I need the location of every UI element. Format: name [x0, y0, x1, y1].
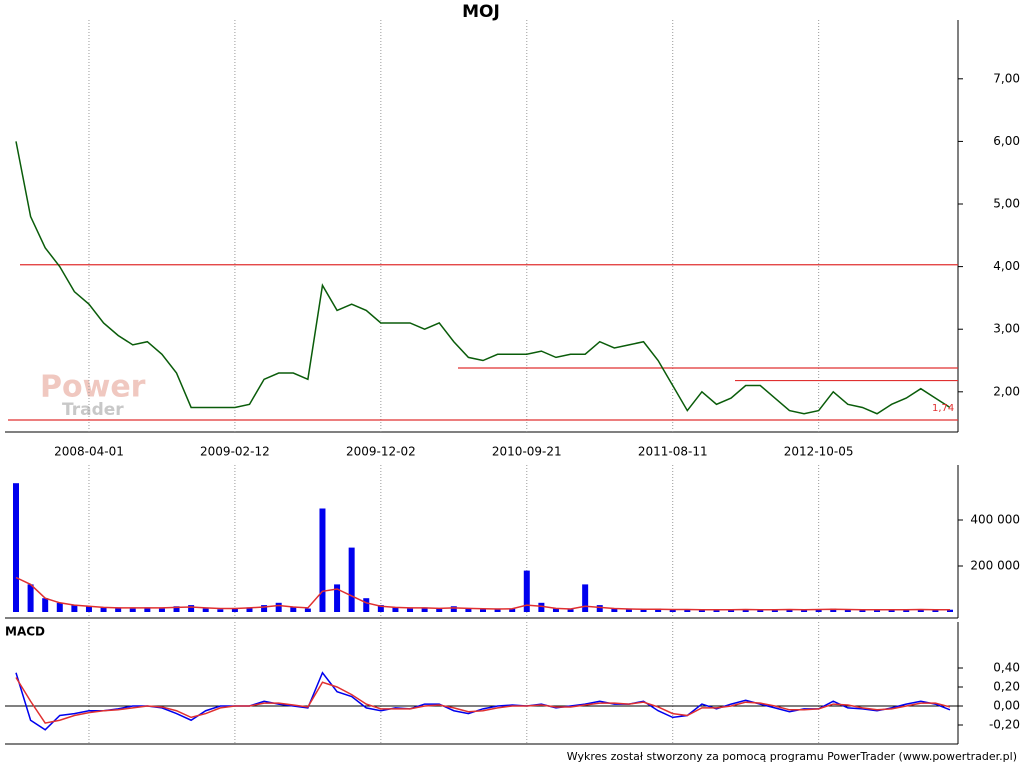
volume-bar: [888, 609, 895, 612]
volume-bar: [684, 609, 691, 612]
volume-bar: [903, 609, 910, 612]
x-tick-label: 2011-08-11: [638, 445, 708, 459]
volume-bar: [669, 609, 676, 612]
volume-bar: [655, 608, 662, 612]
y-tick-label: 3,00: [993, 322, 1020, 336]
volume-bar: [13, 483, 19, 612]
volume-bar: [932, 609, 939, 612]
series-line: [15, 141, 951, 415]
x-tick-label: 2012-10-05: [784, 445, 854, 459]
y-tick-label: 2,00: [993, 384, 1020, 398]
volume-bar: [42, 598, 49, 612]
volume-bar: [246, 607, 253, 612]
volume-bar: [538, 602, 545, 612]
volume-bar: [407, 608, 414, 612]
y-tick-label: 0,00: [993, 698, 1020, 712]
y-tick-label: 0,40: [993, 660, 1020, 674]
volume-bar: [757, 609, 764, 612]
logo-trader: Trader: [62, 400, 124, 420]
volume-bar: [377, 605, 384, 612]
volume-bar: [144, 607, 151, 612]
x-tick-label: 2009-02-12: [200, 445, 270, 459]
volume-bar: [85, 606, 92, 612]
volume-bar: [465, 608, 472, 612]
volume-bar: [509, 608, 516, 612]
volume-bar: [129, 608, 136, 612]
series-line: [15, 576, 950, 611]
volume-bar: [552, 608, 559, 612]
y-tick-label: 200 000: [970, 558, 1020, 572]
y-tick-label: 400 000: [970, 512, 1020, 526]
volume-bar: [625, 609, 632, 612]
series-line: [15, 677, 951, 724]
series-line: [15, 671, 951, 731]
footer: Wykres został stworzony za pomocą progra…: [567, 750, 1017, 763]
volume-bar: [523, 570, 530, 612]
volume-bar: [334, 584, 341, 612]
volume-bar: [217, 609, 224, 612]
y-tick-label: 4,00: [993, 259, 1020, 273]
volume-bar: [713, 609, 720, 612]
last-price-label: 1,74: [932, 403, 954, 414]
volume-bar: [261, 605, 268, 612]
volume-bar: [231, 608, 238, 612]
volume-bar: [480, 609, 486, 612]
volume-bar: [363, 598, 370, 612]
volume-bar: [27, 584, 34, 612]
volume-bar: [611, 608, 618, 612]
volume-bar: [728, 609, 735, 612]
volume-bar: [173, 606, 180, 612]
volume-bar: [290, 607, 297, 612]
volume-bar: [859, 609, 866, 612]
volume-bar: [348, 547, 355, 612]
y-tick-label: 5,00: [993, 197, 1020, 211]
logo-power: Power: [40, 370, 146, 405]
y-tick-label: 6,00: [993, 134, 1020, 148]
x-tick-label: 2010-09-21: [492, 445, 562, 459]
volume-bar: [56, 602, 63, 612]
volume-bar: [947, 609, 953, 612]
volume-bar: [567, 609, 574, 612]
volume-bar: [450, 606, 457, 612]
volume-bar: [582, 584, 589, 612]
volume-bar: [815, 609, 822, 612]
volume-bar: [801, 609, 808, 612]
panel-title: MACD: [5, 625, 45, 639]
volume-bar: [917, 609, 924, 612]
volume-bar: [596, 605, 603, 612]
volume-bar: [874, 609, 881, 612]
volume-bar: [771, 609, 778, 612]
volume-bar: [275, 602, 282, 612]
volume-bar: [421, 607, 428, 612]
volume-bar: [188, 605, 195, 612]
volume-bar: [115, 607, 122, 612]
x-tick-label: 2009-12-02: [346, 445, 416, 459]
volume-bar: [202, 608, 209, 612]
volume-bar: [494, 609, 501, 612]
volume-bar: [71, 605, 78, 612]
volume-bar: [830, 608, 837, 612]
y-tick-label: 0,20: [993, 679, 1020, 693]
volume-bar: [436, 608, 443, 612]
volume-bar: [100, 607, 107, 612]
volume-bar: [319, 508, 326, 612]
chart-title: MOJ: [462, 2, 500, 22]
volume-bar: [392, 607, 399, 612]
y-tick-label: 7,00: [993, 71, 1020, 85]
volume-bar: [698, 609, 705, 612]
volume-bar: [304, 608, 311, 612]
volume-bar: [640, 609, 647, 612]
volume-bar: [158, 608, 165, 612]
volume-bar: [786, 609, 793, 612]
volume-bar: [742, 609, 749, 612]
y-tick-label: -0,20: [989, 717, 1020, 731]
volume-bar: [844, 609, 851, 612]
x-tick-label: 2008-04-01: [54, 445, 124, 459]
